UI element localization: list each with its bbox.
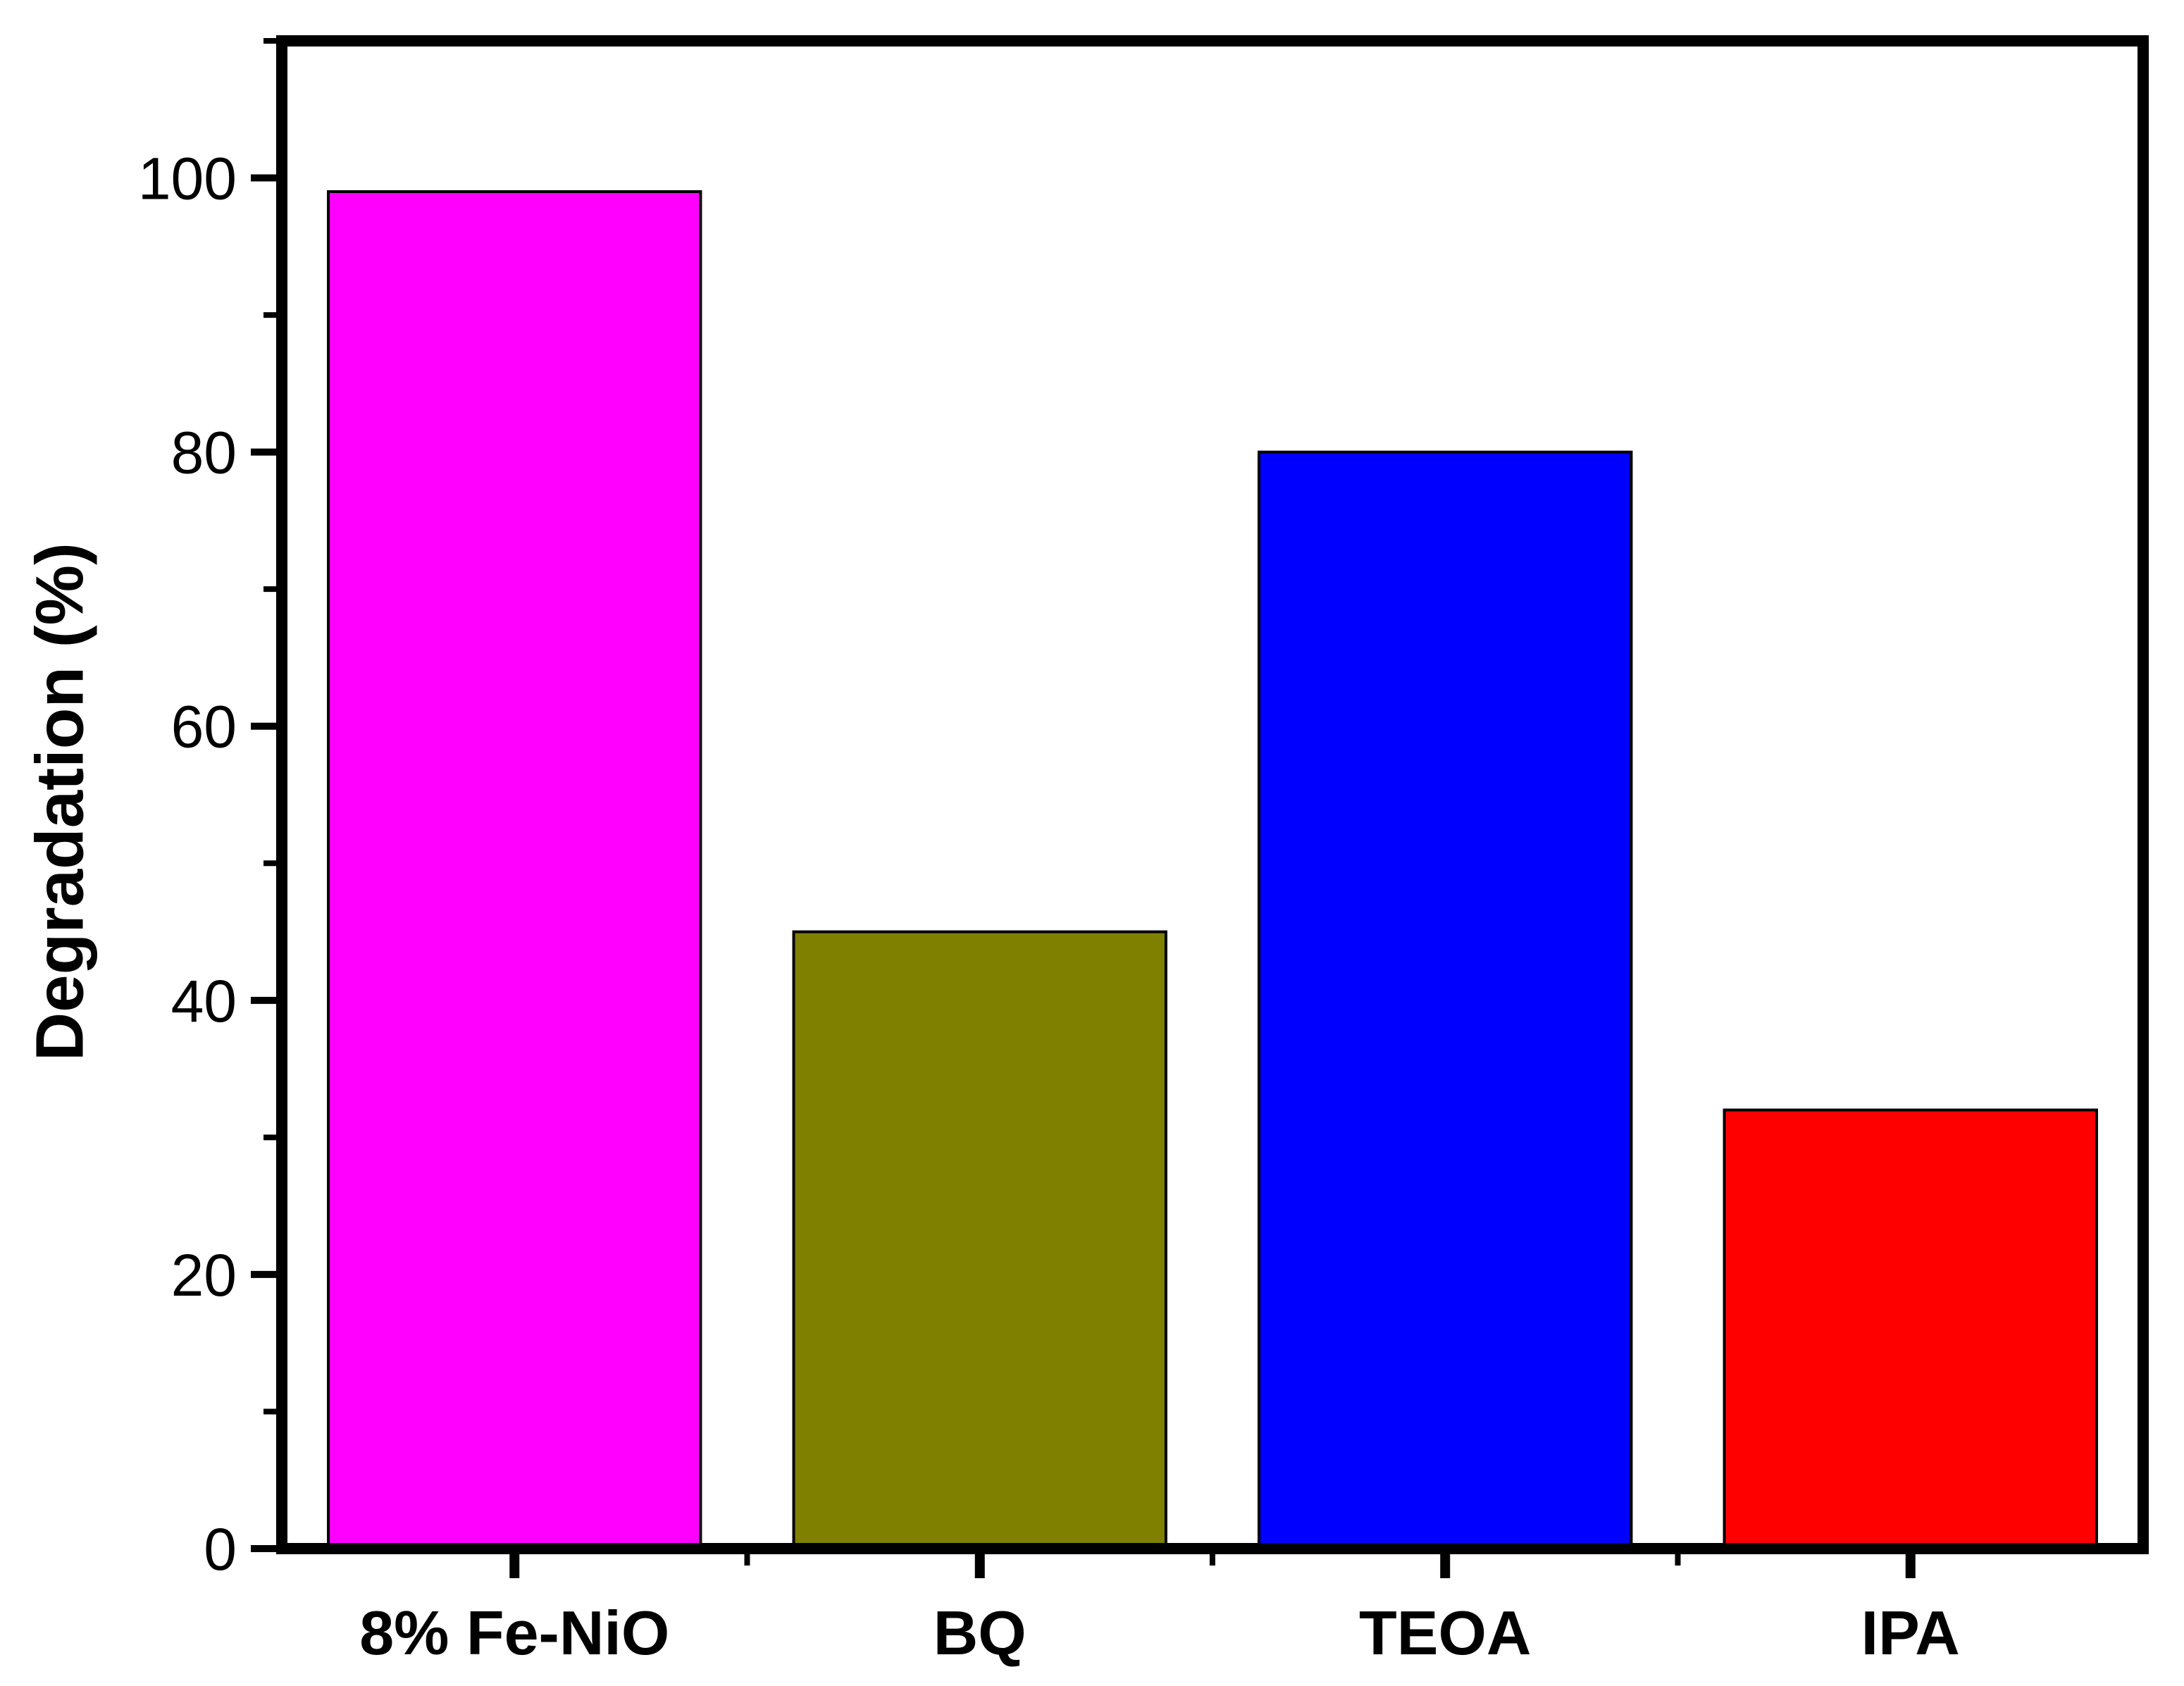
- y-tick-label: 80: [171, 420, 237, 486]
- y-tick-label: 100: [138, 146, 237, 212]
- y-axis-title: Degradation (%): [22, 543, 97, 1061]
- bar-4: [1723, 1108, 2098, 1551]
- x-tick-label: IPA: [1861, 1598, 1960, 1668]
- bar-1: [327, 190, 702, 1550]
- y-tick-label: 0: [204, 1516, 237, 1582]
- y-tick-label: 40: [171, 968, 237, 1034]
- bar-2: [792, 930, 1167, 1550]
- x-tick-label: BQ: [933, 1598, 1026, 1668]
- x-tick-label: TEOA: [1359, 1598, 1531, 1668]
- y-tick-label: 60: [171, 694, 237, 760]
- bars-layer: [327, 190, 2098, 1551]
- x-tick-label: 8% Fe-NiO: [359, 1598, 669, 1668]
- labels-layer: 8% Fe-NiO BQ TEOA IPA 0 20 40 60 80 100: [138, 146, 1960, 1668]
- y-tick-label: 20: [171, 1242, 237, 1308]
- plot-frame: [276, 35, 2149, 1554]
- bar-3: [1258, 450, 1633, 1550]
